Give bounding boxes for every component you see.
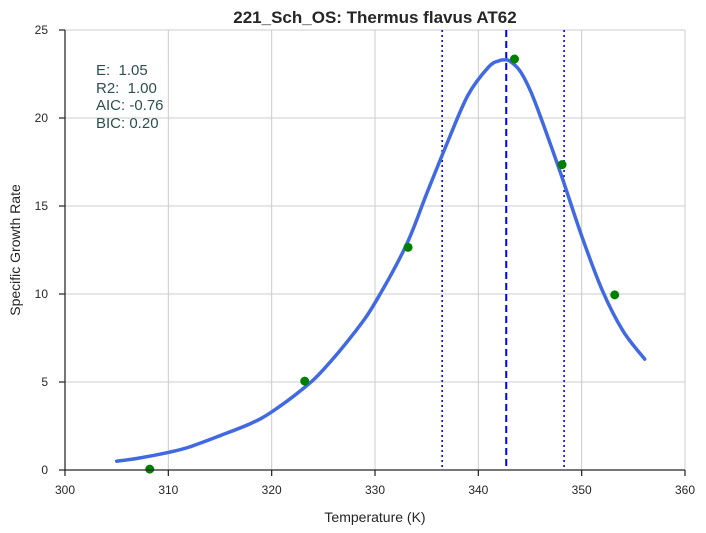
annotation-aic: AIC: -0.76 — [96, 97, 164, 114]
data-point — [300, 376, 310, 386]
x-axis-label: Temperature (K) — [324, 509, 425, 525]
x-tick-label: 300 — [55, 483, 75, 497]
x-tick-label: 310 — [158, 483, 178, 497]
fit-curve-group — [114, 57, 647, 463]
y-tick-label: 15 — [35, 199, 49, 213]
data-points — [145, 54, 620, 474]
x-tick-label: 330 — [365, 483, 385, 497]
data-point — [145, 464, 155, 474]
annotation-e: E: 1.05 — [96, 62, 148, 79]
reference-lines — [441, 30, 565, 470]
chart-title: 221_Sch_OS: Thermus flavus AT62 — [233, 8, 516, 27]
annotation-bic: BIC: 0.20 — [96, 115, 159, 132]
x-tick-label: 360 — [675, 483, 695, 497]
x-tick-label: 350 — [572, 483, 592, 497]
x-tick-label: 340 — [468, 483, 488, 497]
y-tick-label: 5 — [41, 375, 48, 389]
x-tick-label: 320 — [262, 483, 282, 497]
tick-labels: 300 310 320 330 340 350 360 0 5 10 15 20 25 — [35, 23, 696, 497]
y-tick-label: 25 — [35, 23, 49, 37]
y-axis-label: Specific Growth Rate — [7, 184, 23, 316]
fit-statistics: E: 1.05 R2: 1.00 AIC: -0.76 BIC: 0.20 — [96, 62, 164, 132]
data-point — [403, 242, 413, 252]
y-tick-label: 10 — [35, 287, 49, 301]
data-point — [510, 54, 519, 64]
fit-curve — [114, 57, 647, 463]
grid — [65, 29, 686, 470]
y-tick-label: 0 — [41, 463, 48, 477]
data-point — [557, 160, 567, 170]
data-point — [610, 290, 620, 300]
y-tick-label: 20 — [35, 111, 49, 125]
annotation-r2: R2: 1.00 — [96, 80, 157, 97]
